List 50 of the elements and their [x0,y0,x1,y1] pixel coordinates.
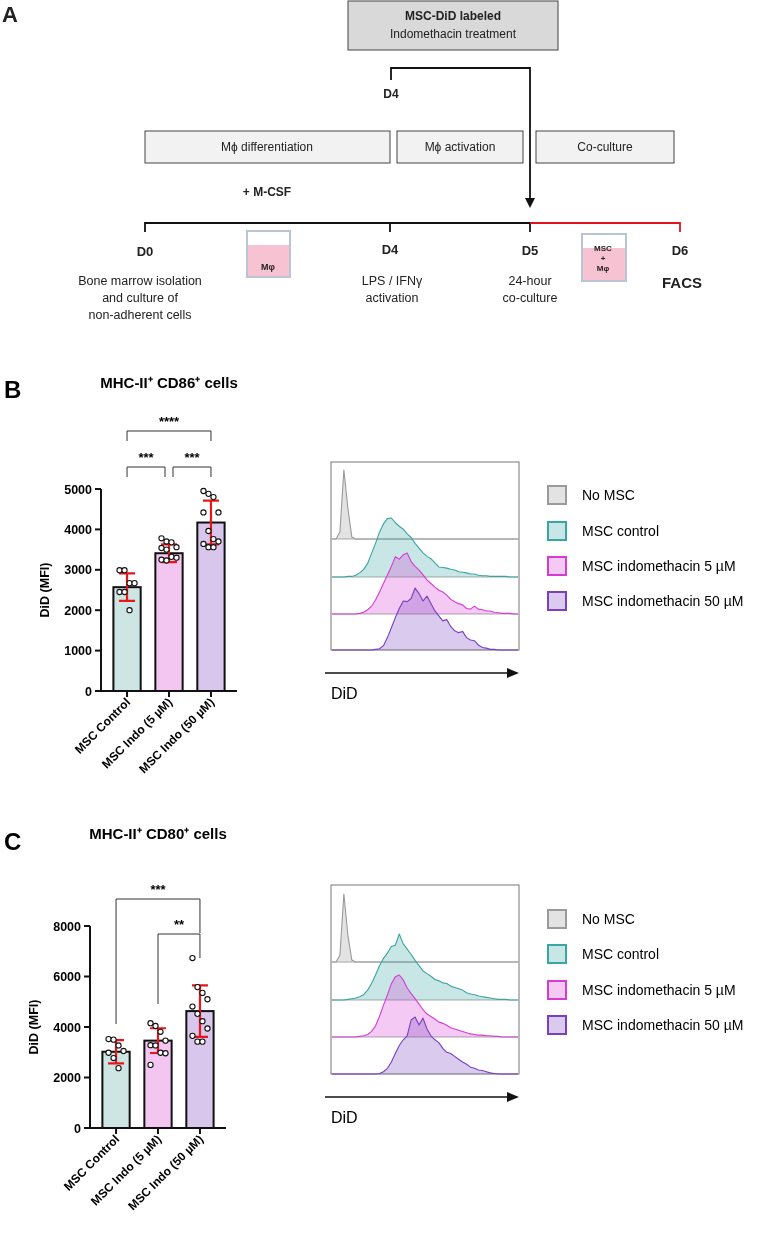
text: Mϕ differentiation [221,140,313,154]
text: B [4,376,22,403]
legend-label: No MSC [582,487,635,503]
y-tick-label: 4000 [64,522,93,537]
y-tick-label: 6000 [53,970,82,984]
text: Mϕ activation [424,140,496,154]
y-tick-label: 0 [74,1121,82,1136]
text: MSC + Mφ [594,244,613,273]
text: FACS [661,274,703,291]
text: C [4,828,22,855]
x-axis-title: DiD [331,1109,358,1126]
y-axis-title: DiD (MFI) [27,999,41,1055]
legend-label: MSC indomethacin 50 µM [582,1017,744,1033]
legend-label: MSC indomethacin 50 µM [582,593,744,609]
y-tick-label: 3000 [64,563,93,578]
annotation: ** [173,917,185,932]
y-tick-label: 4000 [53,1020,82,1035]
text: D5 [521,243,539,258]
text: *** [184,450,201,465]
y-tick-label: 5000 [64,482,93,497]
text: MSC-DiD labeled [404,9,502,23]
x-axis-title: DiD [331,685,358,702]
chart-title: MHC-II⁺ CD86⁺ cells [100,374,238,391]
text: Mφ [261,262,276,272]
text: D4 [383,87,399,101]
chart-title: MHC-II⁺ CD80⁺ cells [89,825,227,842]
text: D0 [136,244,154,259]
text: + M-CSF [242,185,292,199]
legend-label: MSC indomethacin 5 µM [582,982,736,998]
text: D4 [381,242,400,257]
y-tick-label: 2000 [64,603,93,618]
legend-label: MSC control [582,946,660,962]
text: **** [158,414,181,429]
y-tick-label: 0 [85,684,93,699]
text: D6 [671,243,689,258]
text: A [2,2,18,27]
y-tick-label: 2000 [53,1071,82,1085]
text: 24-hour co-culture [502,274,558,305]
text: Indomethacin treatment [389,27,517,41]
text: LPS / IFNγ activation [361,274,423,305]
y-tick-label: 8000 [53,919,82,934]
legend-label: MSC control [582,523,660,539]
legend-label: MSC indomethacin 5 µM [582,558,736,574]
text: Bone marrow isolation and culture of non-adherent cells [78,274,202,322]
y-axis-title: DiD (MFI) [38,562,52,618]
legend-label: No MSC [582,911,635,927]
y-tick-label: 1000 [64,644,93,659]
text: *** [138,450,155,465]
text: *** [150,882,167,897]
text: Co-culture [577,140,633,154]
